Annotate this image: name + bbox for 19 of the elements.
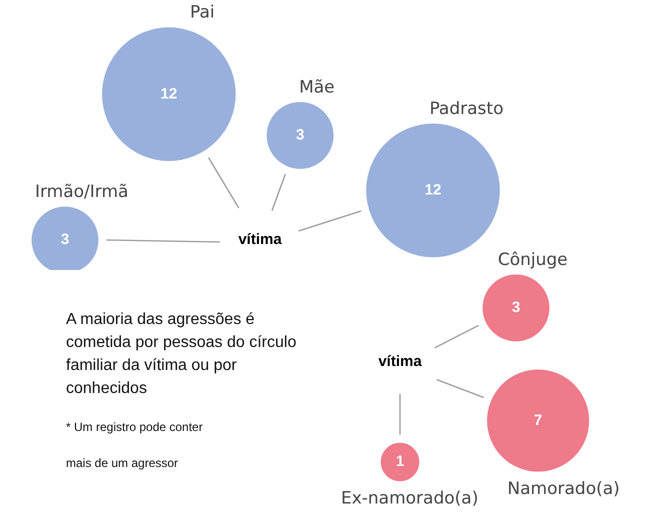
data-label: 12: [424, 182, 442, 199]
category-label: Irmão/Irmã: [34, 182, 128, 202]
category-label: Ex-namorado(a): [340, 488, 478, 509]
text: vítima: [238, 231, 282, 248]
data-label: 3: [296, 126, 304, 144]
data-label: 7: [534, 412, 542, 429]
category-label: Mãe: [299, 77, 335, 98]
text: * Um registro pode conter: [66, 420, 204, 434]
data-label: 3: [60, 231, 70, 248]
category-label: Pai: [190, 2, 215, 23]
text: vítima: [378, 353, 422, 370]
data-label: 12: [160, 85, 178, 102]
data-label: 3: [512, 299, 520, 316]
category-label: Padrasto: [429, 98, 504, 119]
text: A maioria das agressões é cometida por pessoas do círculo familiar da vítima ou por conhecidos: [66, 310, 298, 399]
category-label: Namorado(a): [507, 479, 620, 500]
category-label: Cônjuge: [498, 250, 568, 270]
data-label: 1: [396, 453, 404, 470]
text: mais de um agressor: [66, 456, 180, 470]
